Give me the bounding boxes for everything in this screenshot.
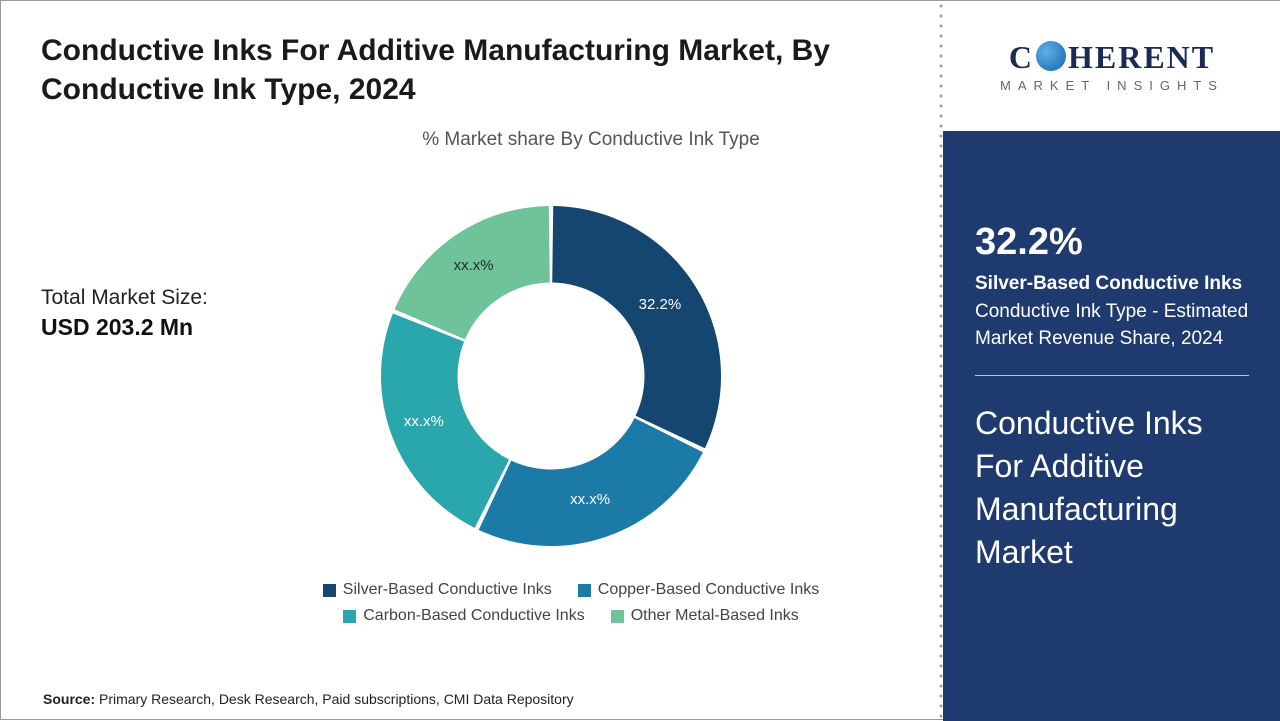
donut-slice xyxy=(395,206,550,339)
donut-chart: 32.2%xx.x%xx.x%xx.x% xyxy=(371,196,731,556)
main-area: Conductive Inks For Additive Manufacturi… xyxy=(1,1,941,721)
legend-label: Carbon-Based Conductive Inks xyxy=(363,607,584,625)
globe-icon xyxy=(1036,41,1066,71)
legend-swatch xyxy=(323,584,336,597)
logo-text-right: HERENT xyxy=(1068,39,1215,76)
logo-subtext: MARKET INSIGHTS xyxy=(1000,78,1224,93)
legend-label: Copper-Based Conductive Inks xyxy=(598,581,819,599)
panel-desc-rest: Conductive Ink Type - Estimated Market R… xyxy=(975,301,1248,350)
source-text: Primary Research, Desk Research, Paid su… xyxy=(95,691,574,707)
legend-label: Other Metal-Based Inks xyxy=(631,607,799,625)
donut-slice xyxy=(381,314,509,528)
total-value: USD 203.2 Mn xyxy=(41,314,208,341)
legend-item: Silver-Based Conductive Inks xyxy=(323,581,552,599)
panel-description: Silver-Based Conductive Inks Conductive … xyxy=(975,270,1249,353)
highlight-panel: 32.2% Silver-Based Conductive Inks Condu… xyxy=(943,131,1280,721)
panel-segment-name: Silver-Based Conductive Inks xyxy=(975,273,1242,294)
source-label: Source: xyxy=(43,691,95,707)
legend-item: Copper-Based Conductive Inks xyxy=(578,581,819,599)
logo-text-left: C xyxy=(1009,39,1034,76)
panel-percentage: 32.2% xyxy=(975,221,1249,264)
chart-subtitle: % Market share By Conductive Ink Type xyxy=(281,129,901,151)
source-line: Source: Primary Research, Desk Research,… xyxy=(43,691,574,707)
total-market-size: Total Market Size: USD 203.2 Mn xyxy=(41,286,208,341)
legend-swatch xyxy=(611,610,624,623)
donut-slice xyxy=(479,418,703,546)
total-label: Total Market Size: xyxy=(41,286,208,310)
legend-item: Other Metal-Based Inks xyxy=(611,607,799,625)
brand-logo: C HERENT MARKET INSIGHTS xyxy=(943,1,1280,131)
legend-item: Carbon-Based Conductive Inks xyxy=(343,607,584,625)
panel-market-title: Conductive Inks For Additive Manufacturi… xyxy=(975,402,1249,575)
right-column: C HERENT MARKET INSIGHTS 32.2% Silver-Ba… xyxy=(943,1,1280,721)
chart-legend: Silver-Based Conductive Inks Copper-Based… xyxy=(251,581,891,625)
page-title: Conductive Inks For Additive Manufacturi… xyxy=(41,31,901,109)
legend-swatch xyxy=(343,610,356,623)
donut-slice xyxy=(552,206,721,448)
legend-swatch xyxy=(578,584,591,597)
legend-label: Silver-Based Conductive Inks xyxy=(343,581,552,599)
panel-divider xyxy=(975,375,1249,376)
